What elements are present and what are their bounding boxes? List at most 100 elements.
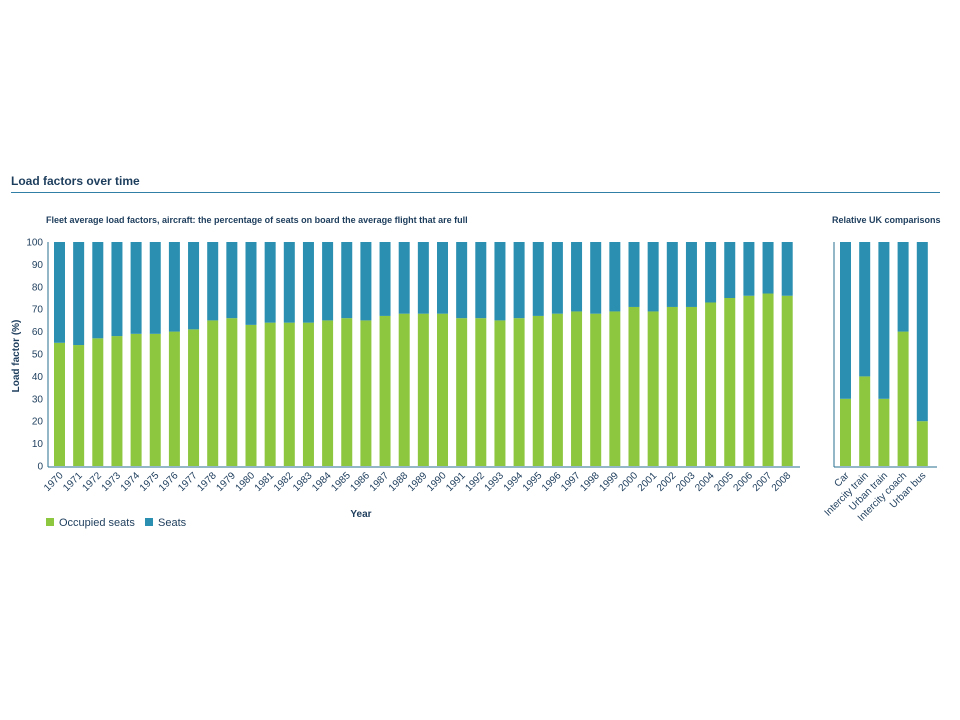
bar-seats-1974 [130,242,142,334]
x-tick-label: 1996 [540,470,564,494]
x-tick-label: 2006 [732,470,756,494]
bar-occupied-1971 [73,345,85,466]
bar-occupied-1996 [551,313,563,466]
page-title: Load factors over time [11,174,140,188]
x-tick-label: 1986 [349,470,373,494]
x-tick-label: 2004 [693,470,717,494]
bar-seats-1984 [322,242,334,321]
bar-seats-1993 [494,242,506,321]
y-tick-label: 80 [32,282,44,293]
x-tick-label: 1985 [329,470,353,494]
bar-seats-1973 [111,242,123,337]
y-tick-label: 10 [32,439,44,450]
bar-occupied-1986 [360,320,372,466]
title-divider [11,192,940,193]
x-tick-label: 1984 [310,470,334,494]
bar-occupied-1981 [264,322,276,466]
y-tick-label: 0 [37,462,43,473]
bar-seats-1996 [551,242,563,314]
bar-seats-intercity-train [859,242,871,377]
bar-occupied-1999 [609,311,621,466]
comparison-subtitle: Relative UK comparisons [832,215,941,225]
bar-seats-1975 [149,242,161,334]
bar-occupied-1985 [341,318,353,466]
x-tick-label: 1994 [502,470,526,494]
x-tick-label: 1981 [253,470,277,494]
legend-swatch-seats [145,518,153,526]
bar-occupied-2002 [666,306,678,466]
bar-seats-1994 [513,242,525,319]
x-tick-label: 1990 [425,470,449,494]
legend-swatch-occupied [46,518,54,526]
x-tick-label: 1974 [119,470,143,494]
x-tick-label: 1998 [578,470,602,494]
x-tick-label: 1983 [291,470,315,494]
bar-seats-1972 [92,242,104,339]
bar-seats-1995 [532,242,544,316]
bar-seats-1990 [437,242,448,314]
bar-occupied-1974 [130,333,142,466]
bar-seats-1988 [398,242,410,314]
y-tick-label: 50 [32,350,44,361]
bar-occupied-2008 [781,295,793,466]
bar-seats-1989 [417,242,429,314]
bar-occupied-1998 [590,313,602,466]
bar-seats-1981 [264,242,276,323]
chart-subtitle: Fleet average load factors, aircraft: th… [46,215,468,225]
bar-occupied-intercity-train [859,376,871,466]
x-tick-label: 1988 [387,470,411,494]
bar-occupied-1973 [111,336,123,466]
x-tick-label: 1971 [61,470,85,494]
bar-seats-2002 [666,242,678,307]
bar-seats-1976 [168,242,180,332]
x-tick-label: 2008 [770,470,794,494]
bar-occupied-1975 [149,333,161,466]
bar-occupied-1978 [207,320,219,466]
x-tick-label: 1999 [597,470,621,494]
bar-seats-1970 [54,242,65,343]
bar-seats-1979 [226,242,238,319]
x-tick-label: 2007 [751,470,775,494]
bar-occupied-1977 [188,329,200,466]
bar-seats-1983 [302,242,314,323]
bar-seats-1999 [609,242,621,312]
x-tick-label: 2003 [674,470,698,494]
bar-seats-1992 [475,242,487,319]
x-tick-label: 1978 [195,470,219,494]
bar-occupied-urban-train [878,398,890,466]
bar-occupied-1988 [398,313,410,466]
bar-occupied-1982 [283,322,295,466]
bar-seats-2003 [685,242,697,307]
x-tick-label: 1997 [559,470,583,494]
x-tick-label: 1991 [444,470,468,494]
bar-occupied-2005 [724,298,736,466]
bar-occupied-1991 [456,318,468,466]
bar-seats-1978 [207,242,219,321]
bar-seats-1971 [73,242,85,346]
bar-seats-1998 [590,242,602,314]
bar-occupied-1992 [475,318,487,466]
bar-seats-1986 [360,242,372,321]
bar-seats-2006 [743,242,755,296]
bar-seats-1977 [188,242,200,330]
y-tick-label: 30 [32,394,44,405]
bar-occupied-1994 [513,318,525,466]
bar-occupied-1979 [226,318,238,466]
x-tick-label: 1987 [368,470,392,494]
bar-occupied-1976 [168,331,180,466]
bar-seats-1991 [456,242,468,319]
legend-label-occupied: Occupied seats [59,517,135,529]
bar-seats-1987 [379,242,391,316]
x-tick-label: 1992 [463,470,487,494]
fleet-load-factor-chart: Fleet average load factors, aircraft: th… [11,215,800,529]
bar-occupied-2006 [743,295,755,466]
y-tick-label: 40 [32,372,44,383]
x-tick-label: 1989 [406,470,430,494]
bar-occupied-intercity-coach [897,331,909,466]
x-tick-label: 1979 [214,470,238,494]
y-tick-label: 70 [32,305,44,316]
x-tick-label: 1976 [157,470,181,494]
bar-seats-intercity-coach [897,242,909,332]
